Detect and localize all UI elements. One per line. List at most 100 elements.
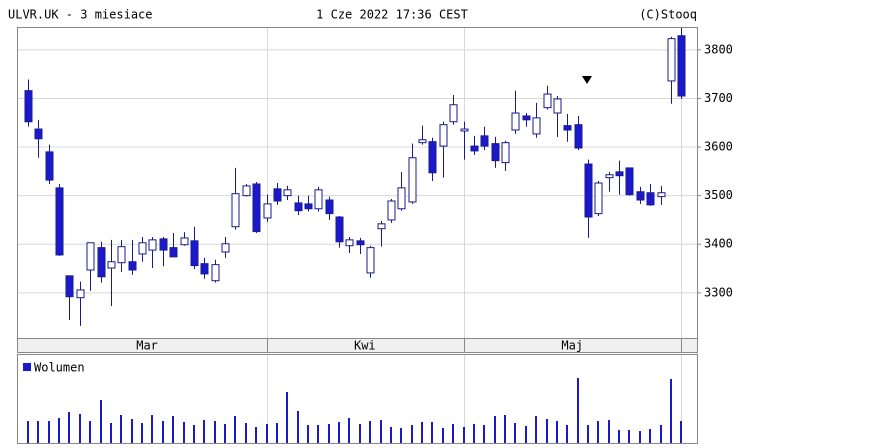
candle-body [397, 187, 406, 210]
candle-body [511, 112, 520, 131]
volume-bar [68, 412, 70, 443]
chart-title: ULVR.UK - 3 miesiace [8, 8, 153, 22]
volume-bar [266, 424, 268, 443]
volume-bar [639, 431, 641, 443]
volume-bar [411, 425, 413, 443]
volume-bar [494, 416, 496, 443]
candle-body [107, 261, 116, 269]
candle-body [491, 143, 500, 162]
volume-bar [680, 421, 682, 443]
volume-frame [17, 354, 698, 444]
candle-body [24, 90, 33, 123]
candle-body [55, 187, 64, 256]
chart-date: 1 Cze 2022 17:36 CEST [316, 8, 468, 22]
y-tick-label: 3700 [704, 91, 733, 105]
candle-body [335, 216, 344, 243]
volume-bar [27, 421, 29, 443]
y-tick-label: 3800 [704, 42, 733, 56]
candle-body [470, 145, 479, 152]
candle-body [574, 124, 583, 149]
candle-body [594, 182, 603, 215]
candle-body [325, 199, 334, 215]
candle-body [148, 239, 157, 251]
volume-bar [660, 425, 662, 443]
volume-bar [442, 428, 444, 443]
volume-bar [597, 421, 599, 443]
candle-body [449, 104, 458, 123]
volume-bar [317, 425, 319, 443]
volume-bar [421, 422, 423, 443]
candle-body [636, 191, 645, 201]
candle-body [252, 183, 261, 233]
volume-bar [307, 425, 309, 443]
candle-body [45, 151, 54, 181]
y-tick-label: 3400 [704, 237, 733, 251]
candle-body [294, 202, 303, 212]
volume-bar [48, 421, 50, 443]
volume-bar [566, 425, 568, 443]
volume-bar [618, 430, 620, 443]
y-tick-label: 3500 [704, 188, 733, 202]
candle-body [86, 242, 95, 271]
candle-body [169, 247, 178, 258]
chart-source: (C)Stooq [639, 8, 697, 22]
candle-body [190, 240, 199, 267]
candle-body [211, 264, 220, 282]
candle-body [200, 263, 209, 275]
candle-body [428, 141, 437, 174]
candle-body [65, 275, 74, 298]
volume-bar [348, 418, 350, 443]
candle-body [366, 247, 375, 274]
volume-bar [255, 427, 257, 443]
candle-body [117, 246, 126, 264]
volume-bar [338, 422, 340, 443]
volume-bar [58, 418, 60, 443]
candle-body [128, 261, 137, 271]
volume-bar [172, 416, 174, 443]
candle-body [553, 98, 562, 114]
y-tick-label: 3300 [704, 285, 733, 299]
candle-body [377, 223, 386, 230]
x-tick-label: Maj [561, 339, 583, 353]
candle-body [418, 139, 427, 144]
candle-body [522, 115, 531, 121]
volume-bar [473, 424, 475, 443]
volume-bar [608, 420, 610, 443]
volume-bar [369, 421, 371, 443]
candle-body [605, 174, 614, 179]
volume-bar [400, 428, 402, 443]
volume-bar [431, 422, 433, 443]
volume-bar [151, 415, 153, 443]
candle-body [97, 247, 106, 278]
candle-body [387, 200, 396, 221]
volume-legend-swatch [23, 363, 31, 371]
volume-bar [380, 420, 382, 443]
volume-bar [452, 424, 454, 443]
volume-bar [286, 392, 288, 443]
volume-legend-label: Wolumen [34, 361, 85, 375]
candle-body [345, 239, 354, 247]
volume-bar [224, 424, 226, 443]
volume-bar [203, 420, 205, 443]
volume-bar [504, 415, 506, 443]
y-tick-label: 3600 [704, 140, 733, 154]
candle-body [221, 243, 230, 253]
grid [18, 27, 697, 339]
candle-body [657, 192, 666, 198]
x-tick-label: Mar [136, 339, 158, 353]
candle-body [563, 125, 572, 131]
candle-body [543, 93, 552, 109]
event-marker [582, 76, 592, 84]
candle-body [159, 238, 168, 251]
volume-bar [297, 411, 299, 443]
candle-body [480, 135, 489, 147]
volume-bar [463, 427, 465, 443]
candle-body [138, 242, 147, 255]
volume-bar [483, 425, 485, 443]
volume-bar [214, 421, 216, 443]
volume-bar [390, 427, 392, 443]
volume-bar [89, 421, 91, 443]
volume-bar [234, 416, 236, 443]
